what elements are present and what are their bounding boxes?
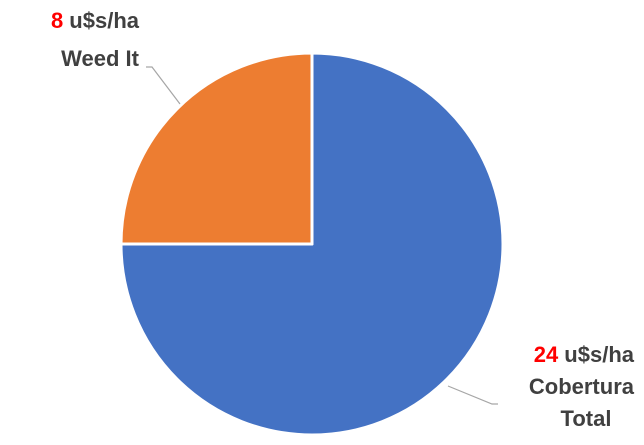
data-label-value-cobertura-total: 24 u$s/ha (534, 342, 635, 367)
leader-line-cobertura-total (447, 385, 498, 405)
data-label-category-cobertura-total-2: Total (561, 406, 612, 431)
data-label-category-cobertura-total-1: Cobertura (529, 374, 635, 399)
pie-slice-cobertura-total (119, 51, 505, 437)
data-label-value-weed-it: 8 u$s/ha (51, 8, 140, 33)
leader-line-weed-it (146, 66, 181, 105)
data-label-category-weed-it-1: Weed It (61, 46, 140, 71)
pie-slice-weed-it (119, 51, 314, 246)
